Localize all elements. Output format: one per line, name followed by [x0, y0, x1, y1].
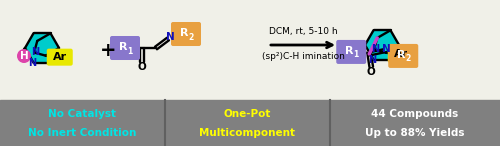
Text: Up to 88% Yields: Up to 88% Yields [365, 128, 465, 138]
Text: No Inert Condition: No Inert Condition [28, 128, 136, 138]
Text: 44 Compounds: 44 Compounds [372, 109, 458, 119]
FancyBboxPatch shape [388, 44, 418, 68]
Text: O: O [367, 67, 376, 77]
Text: Multicomponent: Multicomponent [199, 128, 295, 138]
Text: N: N [31, 47, 39, 57]
Text: R: R [119, 42, 127, 52]
Text: 2: 2 [188, 33, 194, 41]
Polygon shape [34, 33, 59, 56]
Text: Ar: Ar [394, 49, 408, 59]
Text: No Catalyst: No Catalyst [48, 109, 116, 119]
Circle shape [17, 49, 31, 63]
Text: H: H [20, 51, 28, 61]
Text: 1: 1 [128, 47, 132, 55]
Text: One-Pot: One-Pot [224, 109, 270, 119]
Text: R: R [397, 50, 406, 60]
FancyBboxPatch shape [46, 49, 72, 66]
FancyBboxPatch shape [171, 22, 201, 46]
Text: N: N [382, 44, 390, 54]
FancyBboxPatch shape [388, 46, 413, 63]
Polygon shape [365, 30, 399, 60]
Polygon shape [374, 30, 399, 53]
Text: R: R [345, 46, 354, 56]
Text: N: N [28, 58, 36, 68]
Text: 2: 2 [406, 54, 411, 63]
Text: N: N [166, 32, 174, 42]
Text: (sp²)C-H imination: (sp²)C-H imination [262, 52, 344, 60]
FancyBboxPatch shape [110, 36, 140, 60]
Bar [0, 100, 500, 146]
Text: O: O [138, 62, 146, 72]
Text: 1: 1 [354, 50, 359, 59]
Text: N: N [368, 55, 376, 65]
Text: Ar: Ar [52, 52, 67, 62]
FancyBboxPatch shape [336, 40, 366, 64]
Text: R: R [180, 28, 188, 38]
Text: DCM, rt, 5-10 h: DCM, rt, 5-10 h [268, 27, 338, 35]
Text: N: N [371, 44, 379, 54]
Text: +: + [100, 40, 116, 60]
Polygon shape [25, 33, 59, 63]
